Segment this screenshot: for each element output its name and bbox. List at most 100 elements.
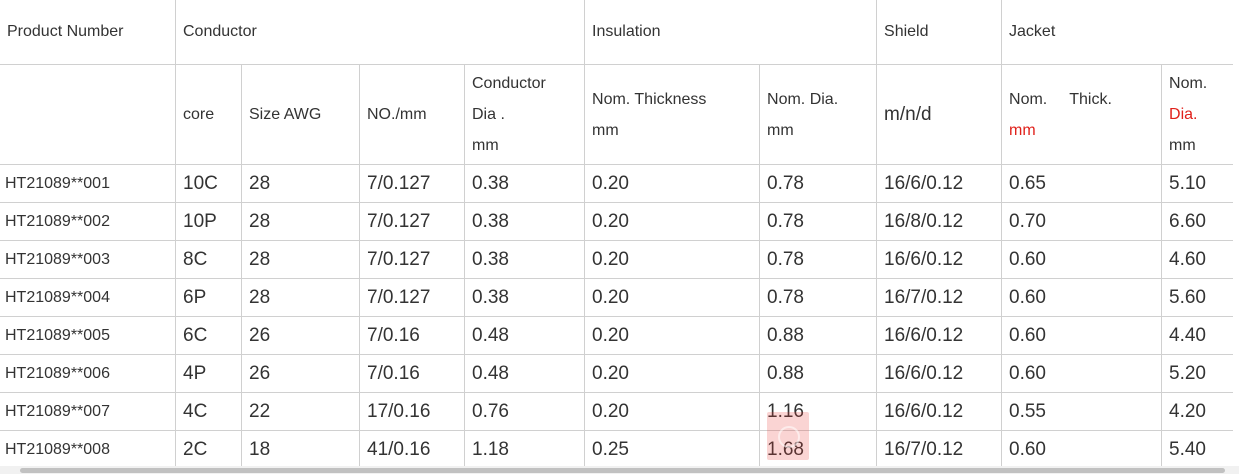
cell-conductor-dia: 0.76 [463, 392, 586, 431]
cell-jacket-thick: 0.60 [1001, 354, 1163, 393]
cell-conductor-dia: 0.48 [463, 316, 586, 355]
subheader-shield-mnd: m/n/d [876, 64, 1003, 165]
cell-product-number: HT21089**008 [0, 430, 176, 469]
subheader-jacket-dia: Nom. Dia. mm [1161, 64, 1235, 165]
table-row: HT21089**006 4P 26 7/0.16 0.48 0.20 0.88 16/6/0… [0, 354, 1235, 393]
cell-conductor-dia: 0.38 [463, 240, 586, 279]
cell-size-awg: 26 [241, 354, 360, 393]
header-shield: Shield [876, 0, 1003, 65]
subheader-ins-dia-line1: Nom. Dia. [767, 90, 839, 108]
subheader-jacket-dia-line3: mm [1169, 137, 1196, 154]
header-row-groups: Product Number Conductor Insulation Shie… [0, 0, 1235, 65]
cell-ins-dia: 0.88 [759, 316, 878, 355]
cell-ins-thickness: 0.20 [584, 240, 761, 279]
cell-no-mm: 7/0.16 [359, 354, 465, 393]
cell-core: 6P [175, 278, 242, 317]
scrollbar-thumb[interactable] [20, 468, 1225, 473]
cell-jacket-thick: 0.70 [1001, 202, 1163, 241]
cell-ins-thickness: 0.20 [584, 164, 761, 203]
cell-ins-dia: 0.78 [759, 202, 878, 241]
cell-no-mm: 41/0.16 [359, 430, 465, 469]
cell-jacket-dia: 4.60 [1161, 240, 1235, 279]
cell-shield: 16/7/0.12 [876, 430, 1003, 469]
cell-product-number: HT21089**001 [0, 164, 176, 203]
subheader-jacket-dia-line2: Dia. [1169, 106, 1198, 123]
table-row: HT21089**007 4C 22 17/0.16 0.76 0.20 1.16 16/6/… [0, 392, 1235, 431]
cell-jacket-thick: 0.60 [1001, 316, 1163, 355]
cell-ins-dia: 0.78 [759, 240, 878, 279]
subheader-ins-dia: Nom. Dia. mm [759, 64, 878, 165]
cell-conductor-dia: 0.38 [463, 164, 586, 203]
cell-jacket-dia: 5.10 [1161, 164, 1235, 203]
header-jacket: Jacket [1001, 0, 1235, 65]
cell-jacket-dia: 5.40 [1161, 430, 1235, 469]
cell-shield: 16/8/0.12 [876, 202, 1003, 241]
subheader-jacket-thick-word: Thick. [1069, 90, 1112, 108]
cell-conductor-dia: 1.18 [463, 430, 586, 469]
cell-jacket-dia: 4.40 [1161, 316, 1235, 355]
cell-jacket-dia: 5.60 [1161, 278, 1235, 317]
right-margin [1233, 0, 1239, 474]
cell-core: 4P [175, 354, 242, 393]
cell-core: 10C [175, 164, 242, 203]
cell-size-awg: 18 [241, 430, 360, 469]
cell-jacket-thick: 0.55 [1001, 392, 1163, 431]
subheader-jacket-thick-nom: Nom. [1009, 90, 1048, 108]
cell-shield: 16/6/0.12 [876, 240, 1003, 279]
cell-no-mm: 17/0.16 [359, 392, 465, 431]
cell-size-awg: 26 [241, 316, 360, 355]
cell-ins-dia: 0.78 [759, 278, 878, 317]
cell-shield: 16/6/0.12 [876, 316, 1003, 355]
cell-product-number: HT21089**007 [0, 392, 176, 431]
cell-no-mm: 7/0.127 [359, 164, 465, 203]
subheader-conductor-dia-line2: Dia . [472, 106, 505, 123]
cell-ins-thickness: 0.20 [584, 392, 761, 431]
table-row: HT21089**008 2C 18 41/0.16 1.18 0.25 1.68 16/7/… [0, 430, 1235, 469]
subheader-conductor-dia: Conductor Dia . mm [463, 64, 586, 165]
horizontal-scrollbar[interactable] [0, 466, 1239, 474]
subheader-jacket-thick: Nom. Thick. mm [1001, 64, 1163, 165]
cell-ins-thickness: 0.20 [584, 278, 761, 317]
cell-ins-thickness: 0.20 [584, 316, 761, 355]
cell-size-awg: 28 [241, 202, 360, 241]
cell-no-mm: 7/0.127 [359, 240, 465, 279]
cell-jacket-thick: 0.60 [1001, 278, 1163, 317]
cell-no-mm: 7/0.127 [359, 278, 465, 317]
cell-product-number: HT21089**006 [0, 354, 176, 393]
cell-size-awg: 28 [241, 240, 360, 279]
cell-ins-dia: 1.16 [759, 392, 878, 431]
cell-ins-thickness: 0.20 [584, 202, 761, 241]
subheader-ins-thickness-line2: mm [592, 121, 619, 139]
cell-size-awg: 28 [241, 164, 360, 203]
cell-conductor-dia: 0.38 [463, 202, 586, 241]
cell-core: 2C [175, 430, 242, 469]
cell-shield: 16/6/0.12 [876, 164, 1003, 203]
cell-conductor-dia: 0.38 [463, 278, 586, 317]
cell-jacket-thick: 0.60 [1001, 430, 1163, 469]
cell-size-awg: 28 [241, 278, 360, 317]
cell-ins-thickness: 0.20 [584, 354, 761, 393]
header-conductor: Conductor [174, 0, 586, 65]
cell-ins-dia: 0.78 [759, 164, 878, 203]
watermark-logo-icon [767, 412, 809, 460]
table-row: HT21089**001 10C 28 7/0.127 0.38 0.20 0.78 16/6… [0, 164, 1235, 203]
table-row: HT21089**002 10P 28 7/0.127 0.38 0.20 0.78 16/8… [0, 202, 1235, 241]
subheader-conductor-dia-line1: Conductor [472, 75, 546, 92]
cell-shield: 16/6/0.12 [876, 392, 1003, 431]
subheader-jacket-thick-line1: Nom. Thick. [1009, 84, 1161, 115]
subheader-ins-dia-line2: mm [767, 121, 794, 139]
subheader-jacket-dia-line1: Nom. [1169, 75, 1208, 92]
cell-core: 6C [175, 316, 242, 355]
subheader-ins-thickness: Nom. Thickness mm [584, 64, 761, 165]
header-insulation: Insulation [584, 0, 878, 65]
cell-ins-thickness: 0.25 [584, 430, 761, 469]
cell-no-mm: 7/0.16 [359, 316, 465, 355]
cell-size-awg: 22 [241, 392, 360, 431]
header-product-number: Product Number [0, 0, 176, 65]
cell-no-mm: 7/0.127 [359, 202, 465, 241]
cell-product-number: HT21089**004 [0, 278, 176, 317]
cell-jacket-dia: 4.20 [1161, 392, 1235, 431]
cell-jacket-thick: 0.60 [1001, 240, 1163, 279]
